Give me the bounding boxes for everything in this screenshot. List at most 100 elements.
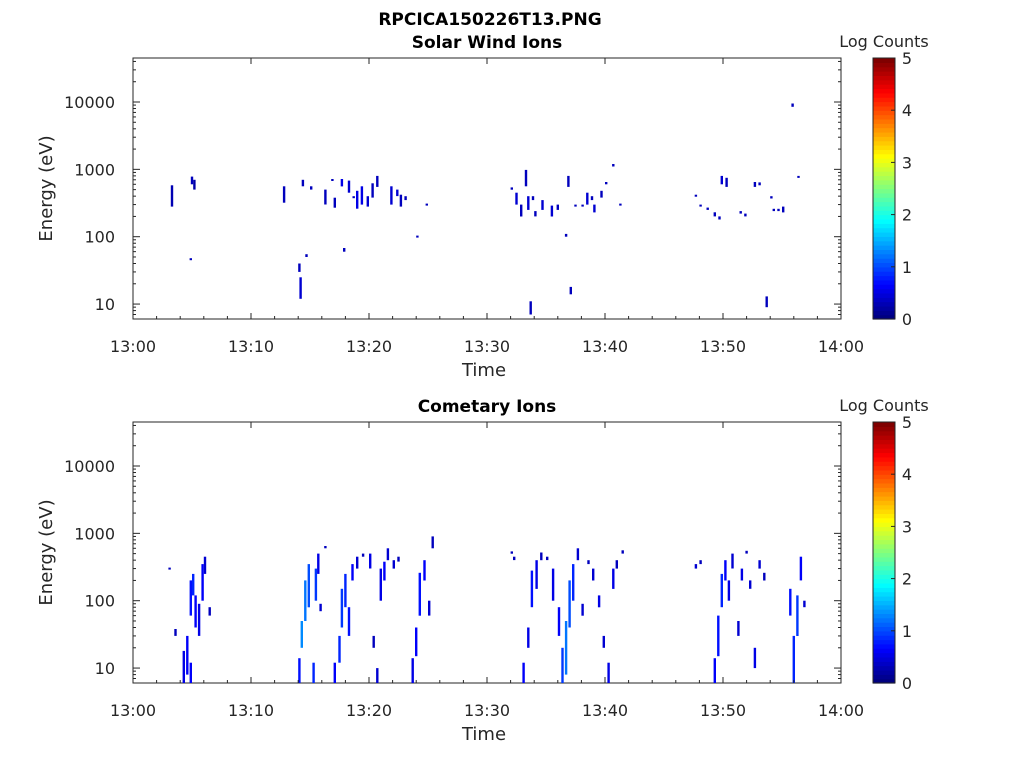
p0-colorbar-segment [873, 218, 895, 224]
p0-data-cell-46 [593, 204, 596, 213]
p1-colorbar-segment [873, 448, 895, 454]
p0-data-cell-15 [347, 180, 351, 193]
p0-data-cell-29 [515, 192, 518, 205]
p0-data-cell-7 [305, 254, 308, 257]
p0-colorbar-segment [873, 88, 895, 94]
p0-colorbar-segment [873, 305, 895, 311]
p0-data-cell-45 [590, 196, 594, 201]
p1-data-cell-34 [386, 548, 390, 561]
p0-colorbar-segment [873, 75, 895, 81]
p0-data-cell-63 [770, 196, 773, 199]
p1-y-tick-label-3: 10000 [64, 457, 115, 476]
p0-data-cell-28 [510, 187, 513, 190]
p0-colorbar-segment [873, 192, 895, 198]
p0-data-cell-1 [189, 258, 192, 261]
p0-colorbar-segment [873, 245, 895, 250]
p1-x-tick-label-5: 13:50 [700, 701, 746, 720]
p0-colorbar-segment [873, 158, 895, 163]
p1-data-cell-23 [340, 588, 344, 628]
p0-colorbar-segment [873, 136, 895, 142]
p1-data-cell-68 [699, 560, 702, 565]
p0-colorbar-segment [873, 258, 895, 264]
p1-data-cell-13 [300, 621, 303, 648]
p1-data-cell-33 [383, 561, 386, 581]
p1-colorbar-segment [873, 609, 895, 614]
p1-data-cell-69 [713, 658, 716, 683]
p0-colorbar-segment [873, 84, 895, 90]
p0-colorbar-segment [873, 271, 895, 277]
p1-colorbar-segment [873, 565, 895, 571]
p1-colorbar-segment [873, 517, 895, 523]
p0-colorbar-segment [873, 184, 895, 190]
p0-colorbar-segment [873, 97, 895, 103]
p0-data-cell-26 [416, 235, 419, 238]
p0-colorbar-segment [873, 101, 895, 107]
p0-data-cell-42 [574, 204, 577, 207]
p0-data-cell-43 [581, 204, 584, 207]
p0-x-tick-label-0: 13:00 [110, 337, 156, 356]
p0-data-cell-17 [356, 190, 359, 209]
p0-data-cell-52 [699, 204, 702, 207]
p1-colorbar-segment [873, 604, 895, 610]
p0-x-tick-label-5: 13:50 [700, 337, 746, 356]
p0-data-cell-66 [782, 206, 785, 213]
p0-colorbar-segment [873, 175, 895, 181]
p0-data-cell-67 [791, 103, 794, 107]
p0-data-cell-18 [360, 186, 364, 205]
p0-data-cell-24 [399, 194, 403, 207]
p0-colorbar-frame [872, 57, 896, 320]
p0-data-cell-32 [527, 196, 530, 210]
p0-data-cell-48 [605, 182, 608, 185]
p1-colorbar-segment [873, 509, 895, 514]
p1-colorbar-segment [873, 600, 895, 606]
p1-colorbar-segment [873, 635, 895, 641]
p1-data-cell-73 [727, 580, 731, 601]
p1-colorbar-segment [873, 617, 895, 623]
p1-data-cell-35 [392, 560, 395, 569]
p1-x-axis-label: Time [461, 724, 506, 745]
p1-colorbar-segment [873, 596, 895, 601]
p1-panel-title: Cometary Ions [418, 397, 557, 417]
p1-data-cell-65 [615, 560, 618, 569]
p0-data-cell-49 [612, 164, 615, 167]
p1-colorbar-segment [873, 535, 895, 541]
p0-colorbar-segment [873, 105, 895, 111]
p0-colorbar-segment [873, 279, 895, 285]
p0-colorbar-segment [873, 179, 895, 185]
p0-colorbar-segment [873, 253, 895, 259]
p1-data-cell-32 [379, 568, 382, 601]
p1-data-cell-82 [789, 588, 792, 616]
p1-data-cell-5 [192, 573, 195, 596]
p0-colorbar-segment [873, 149, 895, 155]
p0-colorbar-segment [873, 292, 895, 298]
p0-colorbar-segment [873, 131, 895, 137]
p0-colorbar-segment [873, 262, 895, 268]
p0-data-cell-10 [324, 189, 327, 205]
p1-data-cell-19 [319, 603, 322, 612]
p1-data-cell-50 [546, 556, 549, 561]
p1-data-cell-78 [749, 580, 752, 589]
p1-y-tick-label-0: 10 [95, 659, 115, 678]
p0-data-cell-11 [331, 179, 334, 181]
p0-colorbar-segment [873, 127, 895, 133]
p1-data-cell-10 [208, 607, 211, 616]
p1-colorbar-segment [873, 522, 895, 527]
p0-data-cell-57 [725, 177, 728, 187]
p0-colorbar-segment [873, 145, 895, 150]
p1-colorbar-segment [873, 578, 895, 584]
p0-data-cell-40 [567, 175, 570, 187]
p1-colorbar-segment [873, 456, 895, 462]
p1-data-cell-18 [317, 553, 320, 574]
p1-data-cell-43 [510, 551, 513, 554]
p0-data-cell-62 [765, 296, 768, 308]
p0-data-cell-19 [366, 196, 369, 207]
p0-data-cell-37 [550, 205, 554, 217]
p1-data-cell-22 [338, 635, 341, 663]
p0-data-cell-23 [396, 189, 399, 197]
p0-x-tick-label-4: 13:40 [582, 337, 628, 356]
p1-colorbar-segment [873, 474, 895, 480]
p0-colorbar-tick-label-2: 2 [902, 206, 912, 225]
p1-colorbar-segment [873, 487, 895, 493]
p0-colorbar-segment [873, 210, 895, 216]
p1-data-cell-21 [333, 662, 336, 683]
